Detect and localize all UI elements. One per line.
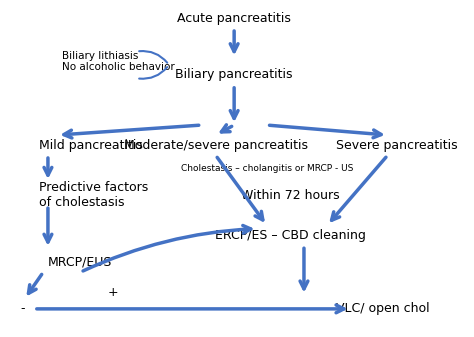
Text: ERCP/ES – CBD cleaning: ERCP/ES – CBD cleaning <box>215 229 365 242</box>
Text: Cholestasis – cholangitis or MRCP - US: Cholestasis – cholangitis or MRCP - US <box>181 164 353 173</box>
Text: Acute pancreatitis: Acute pancreatitis <box>177 11 291 25</box>
Text: -: - <box>20 302 25 315</box>
Text: Mild pancreatitis: Mild pancreatitis <box>38 139 143 152</box>
Text: Predictive factors
of cholestasis: Predictive factors of cholestasis <box>38 181 148 209</box>
Text: Within 72 hours: Within 72 hours <box>241 189 339 202</box>
Text: VLC/ open chol: VLC/ open chol <box>336 302 430 315</box>
Text: Biliary pancreatitis: Biliary pancreatitis <box>175 68 293 82</box>
Text: Moderate/severe pancreatitis: Moderate/severe pancreatitis <box>124 139 308 152</box>
Text: +: + <box>108 286 118 299</box>
Text: MRCP/EUS: MRCP/EUS <box>48 255 112 269</box>
Text: Biliary lithiasis
No alcoholic behavior: Biliary lithiasis No alcoholic behavior <box>62 51 174 72</box>
Text: Severe pancreatitis: Severe pancreatitis <box>336 139 458 152</box>
